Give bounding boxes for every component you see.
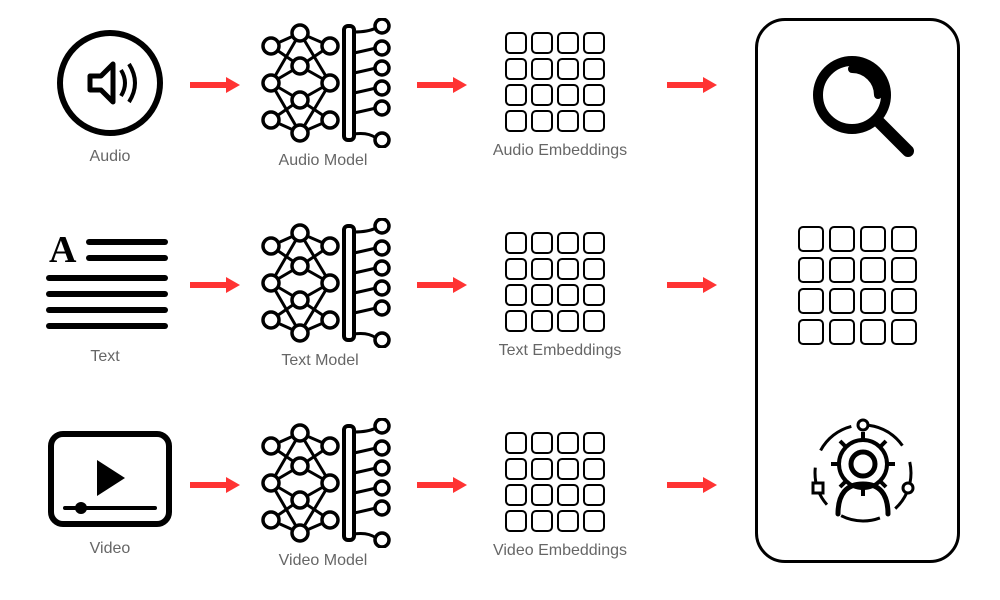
output-panel [755, 18, 960, 563]
embedding-grid-icon [798, 226, 917, 345]
audio-icon [55, 28, 165, 138]
video-model-label: Video Model [268, 552, 378, 570]
embedding-grid-icon [505, 32, 605, 132]
text-model-label: Text Model [270, 352, 370, 370]
arrow-icon [188, 76, 242, 94]
arrow-icon [665, 76, 719, 94]
multimodal-embedding-diagram: Audio A Text Video [0, 0, 1000, 600]
audio-model-label: Audio Model [268, 152, 378, 170]
text-embeddings-label: Text Embeddings [485, 342, 635, 360]
neural-net-icon [258, 418, 393, 548]
video-input-label: Video [80, 540, 140, 558]
neural-net-icon [258, 18, 393, 148]
arrow-icon [415, 76, 469, 94]
text-icon: A [45, 228, 170, 338]
arrow-icon [415, 476, 469, 494]
arrow-icon [188, 276, 242, 294]
arrow-icon [188, 476, 242, 494]
video-embeddings-label: Video Embeddings [485, 542, 635, 560]
magnifier-icon [808, 51, 918, 161]
embedding-grid-icon [505, 232, 605, 332]
neural-net-icon [258, 218, 393, 348]
user-gear-icon [806, 416, 921, 531]
audio-embeddings-label: Audio Embeddings [485, 142, 635, 160]
arrow-icon [665, 276, 719, 294]
video-icon [45, 428, 175, 533]
arrow-icon [665, 476, 719, 494]
svg-text:A: A [49, 229, 77, 271]
text-input-label: Text [80, 348, 130, 366]
arrow-icon [415, 276, 469, 294]
audio-input-label: Audio [75, 148, 145, 166]
embedding-grid-icon [505, 432, 605, 532]
